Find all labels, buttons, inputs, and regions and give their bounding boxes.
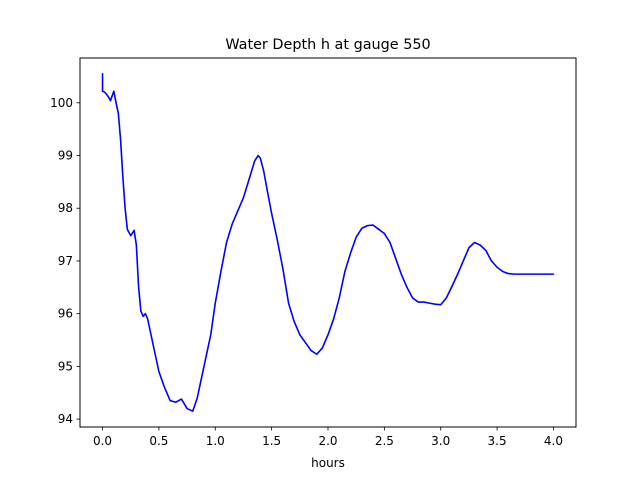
x-axis-label: hours	[311, 456, 345, 470]
x-tick-label: 1.5	[262, 434, 281, 448]
y-tick-label: 94	[58, 412, 73, 426]
x-tick-label: 2.5	[375, 434, 394, 448]
series-layer	[101, 73, 555, 412]
y-tick-label: 98	[58, 201, 73, 215]
y-tick-label: 96	[58, 307, 73, 321]
x-tick-label: 0.0	[93, 434, 112, 448]
x-tick-label: 3.0	[431, 434, 450, 448]
plot-frame	[79, 57, 577, 428]
water-depth-line	[101, 73, 555, 412]
x-tick-label: 4.0	[544, 434, 563, 448]
x-tick-label: 1.0	[206, 434, 225, 448]
y-tick-label: 100	[50, 96, 73, 110]
ticks-layer: 0.0 0.5 1.0 1.5 2.0 2.5 3.0 3.5 4.0 94 95 96 97 98 99 1…	[50, 96, 563, 448]
chart-title: Water Depth h at gauge 550	[225, 37, 430, 53]
y-tick-label: 97	[58, 254, 73, 268]
x-tick-label: 0.5	[149, 434, 168, 448]
y-tick-label: 99	[58, 149, 73, 163]
x-tick-label: 2.0	[318, 434, 337, 448]
y-tick-label: 95	[58, 359, 73, 373]
x-tick-label: 3.5	[488, 434, 507, 448]
